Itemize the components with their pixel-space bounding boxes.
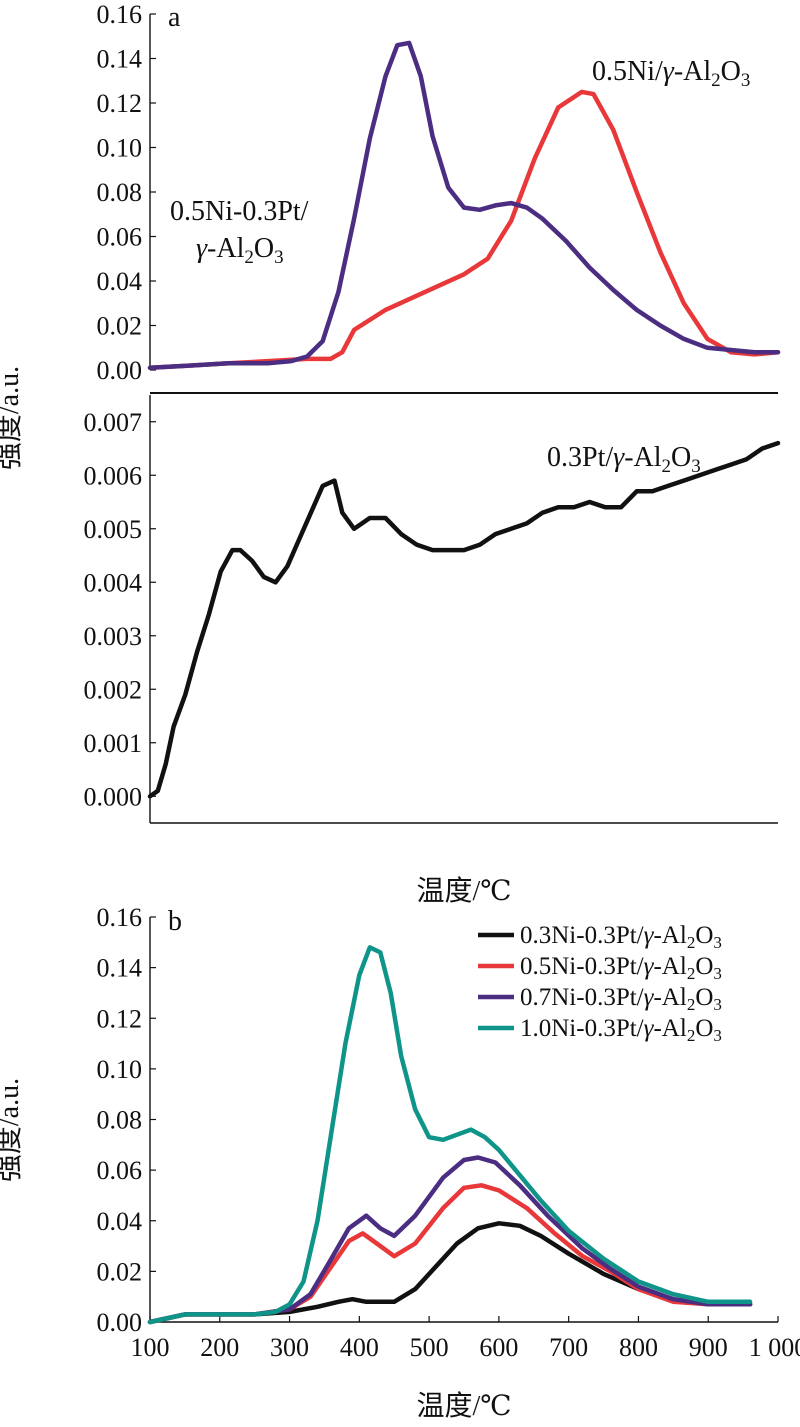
y-tick-label: 0.001 (84, 729, 143, 758)
y-tick-label: 0.08 (97, 1106, 143, 1135)
annotation-0.5ni: 0.5Ni/γ-Al2O3 (592, 56, 750, 91)
x-tick-label: 700 (549, 1333, 588, 1362)
y-tick-label: 0.16 (97, 903, 143, 932)
y-tick-label: 0.003 (84, 622, 143, 651)
x-tick-label: 200 (200, 1333, 239, 1362)
panel-b: b 0.00 0.02 0.04 0.06 0.08 0.10 0.12 0.14 0.16 10… (0, 903, 800, 1422)
annotation-0.5ni-0.3pt-line2: γ-Al2O3 (196, 233, 284, 268)
series-line-1.0ni-0.3pt-al2o3 (147, 945, 753, 1325)
y-tick-label: 0.14 (97, 45, 143, 74)
y-tick-label: 0.002 (84, 675, 143, 704)
y-tick-label: 0.005 (84, 515, 143, 544)
panel-a-label: a (168, 2, 181, 33)
y-tick-label: 0.10 (97, 1055, 143, 1084)
y-tick-label: 0.00 (97, 1308, 143, 1337)
panel-b-y-axis-label: 强度/a.u. (0, 1078, 25, 1182)
x-tick-label: 900 (689, 1333, 728, 1362)
panel-a: a 0.00 0.02 0.04 0.06 0.08 0.10 0.12 0.14 0.16 0… (0, 0, 781, 907)
y-tick-label: 0.007 (84, 408, 143, 437)
x-tick-label: 400 (340, 1333, 379, 1362)
x-tick-label: 100 (131, 1333, 170, 1362)
panel-b-label: b (168, 906, 182, 937)
panel-a-x-axis-label: 温度/℃ (416, 875, 511, 907)
y-tick-label: 0.12 (97, 89, 143, 118)
y-tick-label: 0.000 (84, 782, 143, 811)
legend-entry-0.7ni-0.3pt-al2o3: 0.7Ni-0.3Pt/γ-Al2O3 (520, 984, 722, 1014)
y-tick-label: 0.00 (97, 356, 143, 385)
y-tick-label: 0.14 (97, 954, 143, 983)
series-line-0.3ni-0.3pt-al2o3 (147, 1221, 753, 1325)
y-tick-label: 0.06 (97, 223, 143, 252)
y-tick-label: 0.004 (84, 568, 143, 597)
x-tick-label: 500 (410, 1333, 449, 1362)
series-line-0.7ni-0.3pt-al2o3 (147, 1155, 753, 1325)
panel-b-x-axis-label: 温度/℃ (416, 1390, 511, 1422)
panel-a-y-axis-label: 强度/a.u. (0, 366, 25, 470)
panel-a-lower-plot: 0.000 0.001 0.002 0.003 0.004 0.005 0.006 0.007 (84, 395, 781, 824)
x-tick-label: 600 (479, 1333, 518, 1362)
y-tick-label: 0.02 (97, 312, 143, 341)
annotation-0.3pt: 0.3Pt/γ-Al2O3 (547, 442, 701, 477)
series-line-0.3pt-al2o3 (147, 440, 781, 799)
series-line-0.5ni-0.3pt-al2o3 (147, 40, 781, 371)
x-tick-label: 800 (619, 1333, 658, 1362)
annotation-0.5ni-0.3pt-line1: 0.5Ni-0.3Pt/ (170, 196, 309, 227)
legend-entry-1.0ni-0.3pt-al2o3: 1.0Ni-0.3Pt/γ-Al2O3 (520, 1015, 722, 1045)
x-tick-label: 1 000 (749, 1333, 800, 1362)
y-tick-label: 0.08 (97, 178, 143, 207)
y-tick-label: 0.10 (97, 134, 143, 163)
y-tick-label: 0.04 (97, 267, 143, 296)
y-tick-label: 0.006 (84, 461, 143, 490)
x-tick-label: 300 (270, 1333, 309, 1362)
legend-entry-0.3ni-0.3pt-al2o3: 0.3Ni-0.3Pt/γ-Al2O3 (520, 922, 722, 952)
y-tick-label: 0.02 (97, 1257, 143, 1286)
y-tick-label: 0.04 (97, 1207, 143, 1236)
legend: 0.3Ni-0.3Pt/γ-Al2O30.5Ni-0.3Pt/γ-Al2O30.… (478, 922, 722, 1045)
panel-b-plot: 0.00 0.02 0.04 0.06 0.08 0.10 0.12 0.14 0.16 100 2… (97, 903, 800, 1362)
series-line-0.5ni-al2o3 (147, 89, 781, 371)
legend-entry-0.5ni-0.3pt-al2o3: 0.5Ni-0.3Pt/γ-Al2O3 (520, 953, 722, 983)
panel-a-upper-plot: 0.00 0.02 0.04 0.06 0.08 0.10 0.12 0.14 0.16 (97, 0, 781, 394)
y-tick-label: 0.06 (97, 1156, 143, 1185)
y-tick-label: 0.16 (97, 0, 143, 29)
y-tick-label: 0.12 (97, 1004, 143, 1033)
